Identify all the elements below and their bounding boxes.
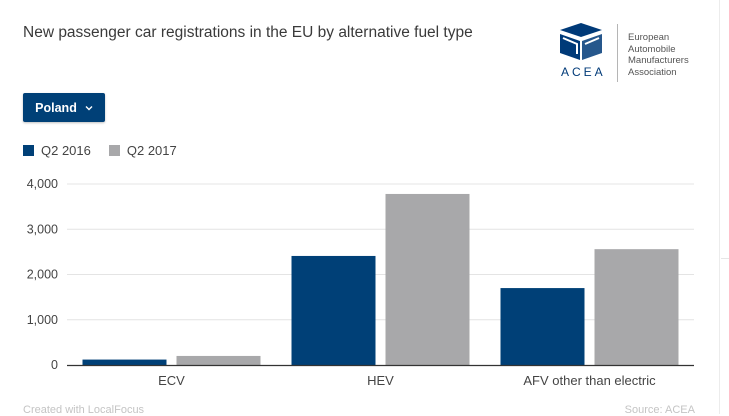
y-tick-label: 2,000 [27,268,58,282]
y-tick-label: 0 [51,358,58,372]
logo-line: Association [628,66,677,78]
bar-q2-2017 [385,193,470,365]
bar-q2-2016 [500,288,585,365]
country-dropdown[interactable]: Poland [23,93,105,122]
acea-full-name: European Automobile Manufacturers Associ… [628,32,689,78]
legend-item-q2-2016[interactable]: Q2 2016 [23,143,91,158]
legend-item-q2-2017[interactable]: Q2 2017 [108,143,177,158]
bar-q2-2016 [291,255,376,365]
y-tick-label: 3,000 [27,222,58,236]
bar-q2-2017 [176,355,261,365]
logo-divider [617,24,618,82]
y-tick-label: 1,000 [27,313,58,327]
y-tick-label: 4,000 [27,177,58,191]
legend-swatch [23,145,34,156]
acea-emblem-icon [560,23,602,60]
acea-wordmark: ACEA [561,65,606,79]
panel-edge [719,0,720,414]
legend-label: Q2 2016 [41,143,91,158]
source-text: Source: ACEA [624,404,695,416]
logo-line: Manufacturers [628,55,689,66]
chevron-down-icon [85,105,93,110]
chart-legend: Q2 2016 Q2 2017 [23,143,177,158]
x-tick-label: AFV other than electric [523,373,656,388]
legend-label: Q2 2017 [126,143,177,158]
x-tick-label: HEV [367,373,394,388]
chart-title: New passenger car registrations in the E… [23,24,473,41]
acea-logo: ACEA European Automobile Manufacturers A… [558,20,708,84]
x-tick-label: ECV [158,373,185,388]
bar-chart: 0 1,000 2,000 3,000 4,000 ECV HEV AFV other tha… [27,177,694,388]
panel-edge-tick [721,258,729,259]
logo-line: Automobile [628,43,676,55]
bar-q2-2016 [82,359,167,365]
credit-text[interactable]: Created with LocalFocus [23,404,145,416]
legend-swatch [108,145,120,156]
logo-line: European [628,32,670,43]
bar-q2-2017 [594,249,679,365]
dropdown-label: Poland [35,100,77,115]
